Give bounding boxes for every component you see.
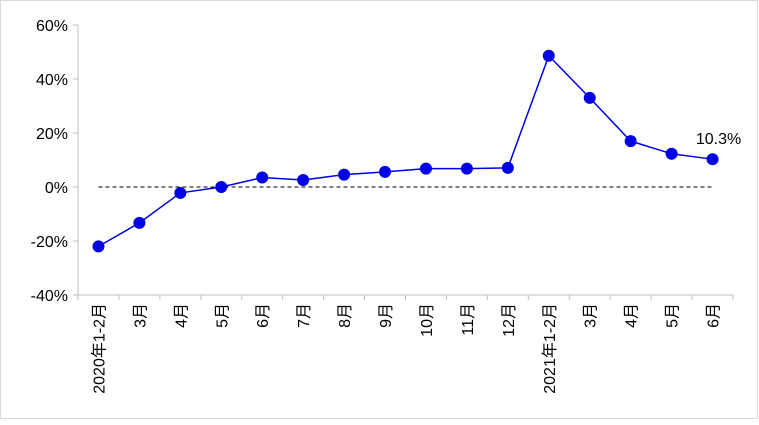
x-tick-label: 6月 [706,303,723,328]
y-tick-label: 40% [36,72,68,89]
x-tick-label: 8月 [337,303,354,328]
point [706,153,719,166]
point [174,186,187,199]
x-tick-label: 9月 [378,303,395,328]
x-tick-label: 12月 [501,303,518,337]
x-tick-label: 2021年1-2月 [541,303,559,394]
x-tick-label: 5月 [214,303,231,328]
point [583,91,596,104]
point [297,173,310,186]
x-tick-label: 3月 [583,303,600,328]
x-tick-label: 10月 [419,303,436,337]
point [256,171,269,184]
point [501,161,514,174]
x-tick-label: 6月 [255,303,272,328]
data-label: 10.3% [696,131,741,148]
point [133,216,146,229]
point [379,165,392,178]
point [460,162,473,175]
point [215,181,228,193]
x-tick-label: 3月 [132,303,149,328]
point [419,162,432,175]
x-tick-label: 4月 [173,303,190,328]
y-tick-label: 0% [45,180,68,197]
y-tick-label: 60% [36,18,68,35]
point [624,135,637,148]
point [665,147,678,160]
point [338,168,351,181]
x-tick-label: 7月 [296,303,313,328]
x-tick-label: 2020年1-2月 [90,303,108,394]
x-tick-label: 5月 [665,303,682,328]
y-tick-label: 20% [36,126,68,143]
y-tick-label: -40% [31,288,68,305]
point [542,49,555,62]
line [98,54,713,248]
point [92,240,105,253]
y-tick-label: -20% [31,234,68,251]
x-tick-label: 4月 [624,303,641,328]
x-tick-label: 11月 [460,303,477,336]
